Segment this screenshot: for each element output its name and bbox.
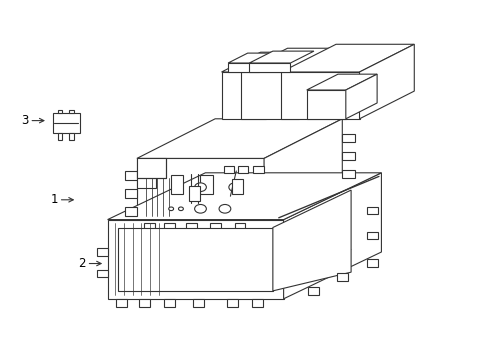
Polygon shape	[299, 48, 346, 119]
Bar	[69, 111, 74, 113]
Polygon shape	[185, 223, 196, 232]
Polygon shape	[223, 166, 234, 173]
Polygon shape	[272, 190, 350, 291]
Circle shape	[168, 207, 173, 211]
Polygon shape	[107, 220, 283, 299]
Polygon shape	[283, 173, 381, 299]
Polygon shape	[144, 223, 155, 232]
Polygon shape	[240, 48, 346, 72]
Polygon shape	[234, 223, 245, 232]
Polygon shape	[188, 186, 199, 201]
Polygon shape	[97, 270, 107, 277]
Polygon shape	[366, 232, 377, 239]
Polygon shape	[306, 74, 376, 90]
Polygon shape	[228, 63, 259, 72]
Polygon shape	[366, 207, 377, 214]
Polygon shape	[116, 299, 127, 307]
Bar	[200, 175, 212, 194]
Polygon shape	[345, 74, 376, 119]
Bar	[69, 133, 74, 140]
Polygon shape	[342, 170, 354, 178]
Polygon shape	[281, 72, 359, 119]
Polygon shape	[210, 223, 221, 232]
Polygon shape	[227, 299, 238, 307]
Polygon shape	[342, 134, 354, 142]
Polygon shape	[137, 158, 264, 223]
Polygon shape	[118, 249, 350, 287]
Polygon shape	[137, 170, 156, 188]
Circle shape	[194, 183, 206, 192]
Text: 1: 1	[50, 193, 58, 206]
Polygon shape	[221, 72, 265, 119]
Polygon shape	[139, 299, 150, 307]
Polygon shape	[337, 273, 347, 281]
Polygon shape	[366, 259, 377, 267]
Bar	[58, 111, 62, 113]
Polygon shape	[307, 287, 318, 295]
Polygon shape	[107, 173, 381, 220]
Polygon shape	[237, 166, 248, 173]
Polygon shape	[193, 299, 203, 307]
Polygon shape	[265, 52, 304, 119]
Bar	[171, 175, 183, 194]
Bar	[58, 133, 62, 140]
Polygon shape	[253, 166, 264, 173]
Circle shape	[178, 207, 183, 211]
Polygon shape	[342, 152, 354, 160]
Polygon shape	[240, 72, 299, 119]
Polygon shape	[124, 171, 137, 180]
Polygon shape	[137, 119, 342, 158]
Polygon shape	[249, 51, 313, 63]
Circle shape	[219, 204, 230, 213]
Bar	[53, 113, 80, 133]
Polygon shape	[163, 223, 174, 232]
Polygon shape	[249, 63, 290, 72]
Text: 3: 3	[21, 114, 28, 127]
Circle shape	[194, 204, 206, 213]
Polygon shape	[97, 248, 107, 256]
Polygon shape	[228, 53, 278, 63]
Polygon shape	[124, 207, 137, 216]
Polygon shape	[231, 180, 242, 194]
Polygon shape	[163, 299, 174, 307]
Circle shape	[228, 183, 240, 192]
Polygon shape	[137, 158, 166, 178]
Polygon shape	[118, 228, 272, 291]
Polygon shape	[306, 90, 345, 119]
Text: 2: 2	[78, 257, 85, 270]
Polygon shape	[221, 52, 304, 72]
Polygon shape	[124, 189, 137, 198]
Polygon shape	[359, 44, 413, 119]
Polygon shape	[251, 299, 262, 307]
Polygon shape	[281, 44, 413, 72]
Polygon shape	[264, 119, 342, 223]
